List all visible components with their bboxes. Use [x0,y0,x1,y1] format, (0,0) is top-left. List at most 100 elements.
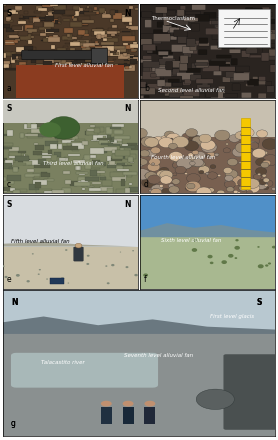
Bar [71,15,75,19]
Text: a: a [7,84,12,93]
FancyBboxPatch shape [216,55,231,58]
Circle shape [39,269,41,271]
Circle shape [185,181,201,192]
Bar [65,130,73,135]
Circle shape [188,183,192,187]
Bar [117,163,125,165]
Bar [9,167,19,169]
Bar [77,40,89,43]
Bar [70,181,77,186]
Bar [29,125,33,127]
FancyBboxPatch shape [149,71,165,78]
Bar [94,31,105,35]
Bar [91,65,96,68]
Bar [115,48,125,50]
Bar [101,143,113,145]
FancyBboxPatch shape [266,33,278,40]
Circle shape [268,262,271,264]
Bar [92,29,103,31]
Bar [121,55,133,59]
Bar [116,189,128,195]
Bar [13,163,26,165]
Text: g: g [11,419,16,428]
Bar [129,187,139,192]
Bar [115,150,130,156]
Bar [73,160,85,163]
FancyBboxPatch shape [214,20,226,29]
Bar [112,25,117,28]
Bar [120,29,131,32]
Bar [81,183,84,186]
FancyBboxPatch shape [183,51,191,58]
Bar [140,237,275,289]
FancyBboxPatch shape [139,59,152,63]
FancyBboxPatch shape [228,42,236,48]
Bar [128,26,141,30]
Bar [118,157,128,159]
Bar [67,33,70,37]
Bar [51,155,57,161]
Circle shape [263,186,269,190]
Circle shape [207,172,218,179]
Bar [124,63,127,66]
Bar [95,127,104,132]
FancyBboxPatch shape [258,93,266,101]
Circle shape [145,174,151,178]
Circle shape [216,136,219,139]
Bar [117,169,129,171]
Bar [92,187,100,188]
Bar [60,11,66,14]
Bar [45,141,58,146]
Bar [85,59,92,65]
Bar [53,35,58,39]
Bar [29,18,35,22]
FancyBboxPatch shape [228,12,245,18]
Bar [110,172,125,177]
Text: Second level alluvial fan: Second level alluvial fan [158,88,225,93]
FancyBboxPatch shape [155,68,172,77]
Bar [36,128,46,134]
FancyBboxPatch shape [192,63,203,68]
Bar [101,67,108,72]
Circle shape [168,184,174,188]
FancyBboxPatch shape [153,29,170,35]
Circle shape [239,142,247,148]
Text: d: d [144,180,149,189]
Bar [65,180,71,184]
Bar [0,64,11,68]
FancyBboxPatch shape [196,60,208,68]
Bar [1,52,13,55]
Circle shape [4,276,8,278]
FancyBboxPatch shape [229,28,240,36]
Circle shape [262,174,266,177]
Circle shape [234,191,238,194]
Circle shape [200,140,215,150]
Circle shape [263,178,269,182]
FancyBboxPatch shape [180,27,188,31]
Circle shape [210,262,214,264]
Bar [64,157,69,159]
FancyBboxPatch shape [231,59,237,65]
Bar [101,41,114,45]
Circle shape [247,191,253,194]
Circle shape [242,136,250,142]
Bar [96,12,99,14]
Bar [42,4,48,7]
Bar [73,41,84,46]
Bar [107,156,111,161]
Bar [102,180,112,187]
Circle shape [159,136,175,147]
Text: Fourth level alluvial fan: Fourth level alluvial fan [151,155,215,160]
FancyBboxPatch shape [74,247,83,261]
Bar [111,10,118,14]
FancyBboxPatch shape [247,79,259,85]
Circle shape [257,173,261,176]
FancyBboxPatch shape [160,51,168,56]
Bar [113,130,123,134]
Bar [108,28,118,31]
FancyBboxPatch shape [150,73,156,77]
Bar [45,29,54,33]
Circle shape [150,159,155,163]
Bar [11,157,14,163]
FancyBboxPatch shape [170,72,178,77]
